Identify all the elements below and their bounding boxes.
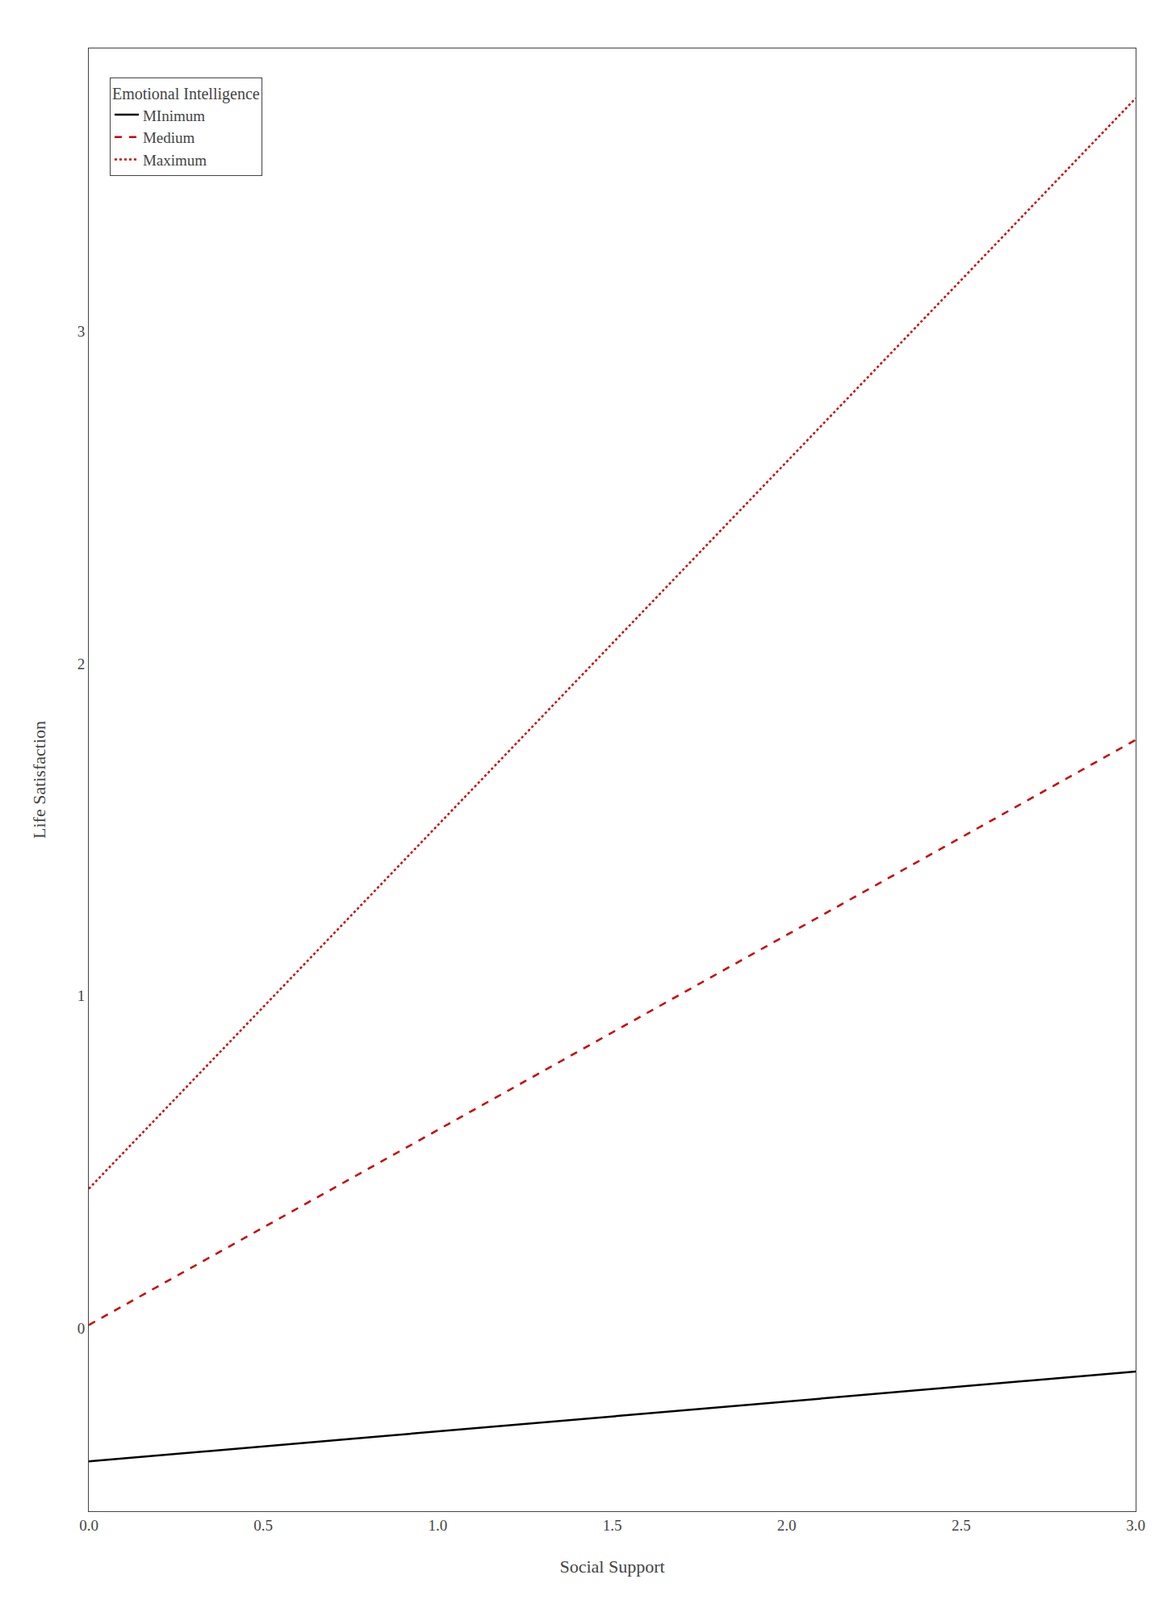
svg-text:1: 1 — [77, 987, 86, 1005]
svg-text:3: 3 — [77, 322, 86, 340]
svg-text:1.0: 1.0 — [427, 1516, 448, 1534]
svg-text:Life Satisfaction: Life Satisfaction — [29, 720, 50, 839]
svg-text:2: 2 — [77, 655, 86, 673]
svg-text:0: 0 — [77, 1319, 86, 1337]
svg-text:0.0: 0.0 — [79, 1516, 99, 1534]
svg-text:2.0: 2.0 — [777, 1516, 797, 1534]
svg-text:0.5: 0.5 — [253, 1516, 273, 1534]
svg-text:Maximum: Maximum — [142, 151, 207, 169]
svg-text:Social Support: Social Support — [559, 1556, 665, 1577]
svg-text:3.0: 3.0 — [1125, 1516, 1146, 1534]
svg-text:Emotional Intelligence: Emotional Intelligence — [112, 84, 260, 104]
svg-text:MInimum: MInimum — [142, 107, 206, 125]
svg-text:2.5: 2.5 — [951, 1516, 971, 1534]
svg-text:Medium: Medium — [142, 129, 196, 147]
svg-text:1.5: 1.5 — [602, 1516, 623, 1534]
